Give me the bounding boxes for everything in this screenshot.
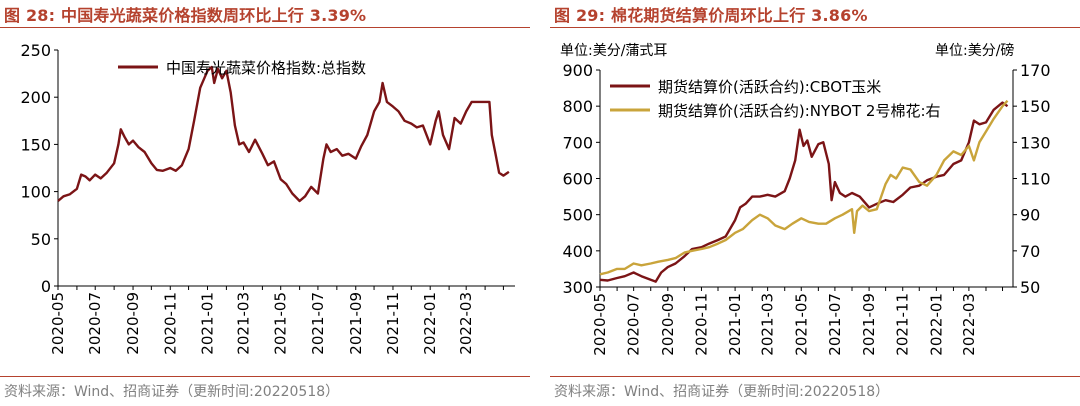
source-note: 资料来源：Wind、招商证券（更新时间:20220518）: [554, 384, 890, 400]
series-line-2: [599, 99, 1009, 276]
chart-title: 图 28: 中国寿光蔬菜价格指数周环比上行 3.39%: [4, 6, 367, 25]
x-tick-label: 2021-05: [272, 292, 290, 355]
source-note: 资料来源：Wind、招商证券（更新时间:20220518）: [4, 384, 340, 400]
x-tick-label: 2020-09: [124, 292, 142, 355]
x-tick-label: 2022-03: [960, 293, 978, 356]
left-axis-unit: 单位:美分/蒲式耳: [560, 43, 668, 59]
y-tick-label-right: 90: [1020, 206, 1040, 225]
y-tick-label-right: 70: [1020, 242, 1040, 261]
legend-label: 期货结算价(活跃合约):CBOT玉米: [658, 78, 881, 96]
y-tick-label: 150: [20, 135, 51, 154]
x-tick-label: 2020-09: [659, 293, 677, 356]
y-tick-label: 400: [562, 242, 593, 261]
y-tick-label: 250: [20, 41, 51, 60]
y-tick-label-right: 110: [1020, 170, 1051, 189]
x-tick-label: 2021-09: [860, 293, 878, 356]
x-tick-label: 2021-07: [309, 292, 327, 355]
chart-title: 图 29: 棉花期货结算价周环比上行 3.86%: [554, 6, 868, 25]
y-tick-label: 50: [31, 230, 51, 249]
y-tick-label: 100: [20, 183, 51, 202]
x-tick-label: 2021-03: [234, 292, 252, 355]
line-chart-vegetable-index: 0 50 100 150 200 250 2020-05 2020-07 2020-09 2020…: [20, 41, 515, 355]
chart-panel-left: 图 28: 中国寿光蔬菜价格指数周环比上行 3.39% 0 50 100 150 200…: [0, 0, 530, 406]
legend-label: 期货结算价(活跃合约):NYBOT 2号棉花:右: [658, 102, 941, 120]
x-tick-label: 2021-01: [198, 292, 216, 355]
x-tick-label: 2022-01: [927, 293, 945, 356]
right-axis-unit: 单位:美分/磅: [935, 43, 1015, 59]
chart-panel-right: 图 29: 棉花期货结算价周环比上行 3.86% 单位:美分/蒲式耳 单位:美分…: [550, 0, 1080, 406]
legend-label: 中国寿光蔬菜价格指数:总指数: [166, 59, 366, 77]
x-tick-label: 2020-05: [49, 292, 67, 355]
y-tick-label: 200: [20, 88, 51, 107]
y-tick-label: 600: [562, 170, 593, 189]
x-tick-label: 2020-05: [591, 293, 609, 356]
line-chart-futures: 300 400 500 600 700 800 900 50 70 90 110 130 150 170 2…: [562, 61, 1051, 356]
y-tick-label: 800: [562, 97, 593, 116]
x-tick-label: 2021-07: [826, 293, 844, 356]
x-tick-label: 2020-07: [86, 292, 104, 355]
y-tick-label-right: 50: [1020, 278, 1040, 297]
x-tick-label: 2020-11: [161, 292, 179, 355]
x-tick-label: 2021-03: [759, 293, 777, 356]
y-tick-label-right: 130: [1020, 133, 1051, 152]
y-tick-label: 700: [562, 133, 593, 152]
source-divider: [0, 376, 530, 377]
x-tick-label: 2020-11: [692, 293, 710, 356]
x-tick-label: 2022-03: [457, 292, 475, 355]
x-tick-label: 2021-05: [792, 293, 810, 356]
x-tick-label: 2021-01: [726, 293, 744, 356]
y-tick-label-right: 170: [1020, 61, 1051, 80]
y-tick-label: 0: [41, 277, 51, 296]
y-tick-label: 500: [562, 206, 593, 225]
x-tick-label: 2021-11: [384, 292, 402, 355]
y-tick-label-right: 150: [1020, 97, 1051, 116]
x-tick-label: 2021-09: [347, 292, 365, 355]
series-line-1: [57, 65, 510, 203]
source-divider: [550, 376, 1080, 377]
series-line-1: [599, 101, 1009, 283]
x-tick-label: 2021-11: [894, 293, 912, 356]
y-tick-label: 900: [562, 61, 593, 80]
x-tick-label: 2020-07: [625, 293, 643, 356]
title-divider: [550, 27, 1080, 28]
y-tick-label: 300: [562, 278, 593, 297]
x-tick-label: 2022-01: [421, 292, 439, 355]
title-divider: [0, 27, 530, 28]
